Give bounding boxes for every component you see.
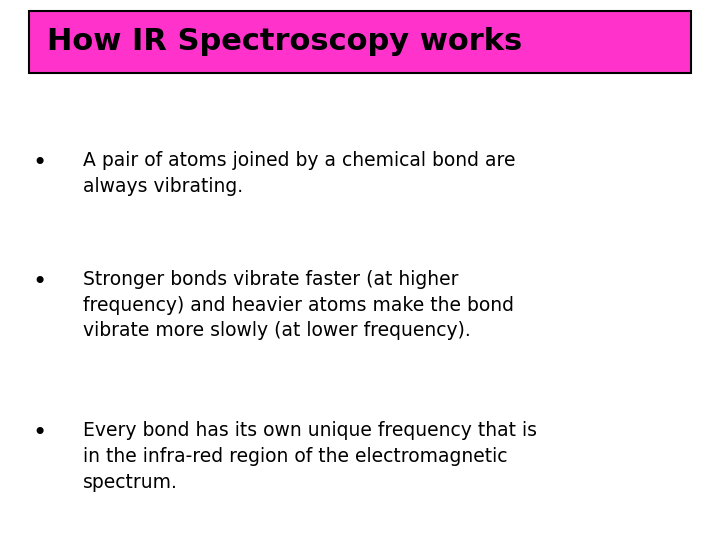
Text: •: • bbox=[32, 151, 47, 175]
Text: •: • bbox=[32, 421, 47, 445]
Text: How IR Spectroscopy works: How IR Spectroscopy works bbox=[47, 28, 522, 56]
Text: Every bond has its own unique frequency that is
in the infra-red region of the e: Every bond has its own unique frequency … bbox=[83, 421, 537, 492]
FancyBboxPatch shape bbox=[29, 11, 691, 73]
Text: Stronger bonds vibrate faster (at higher
frequency) and heavier atoms make the b: Stronger bonds vibrate faster (at higher… bbox=[83, 270, 514, 341]
Text: A pair of atoms joined by a chemical bond are
always vibrating.: A pair of atoms joined by a chemical bon… bbox=[83, 151, 516, 196]
Text: •: • bbox=[32, 270, 47, 294]
